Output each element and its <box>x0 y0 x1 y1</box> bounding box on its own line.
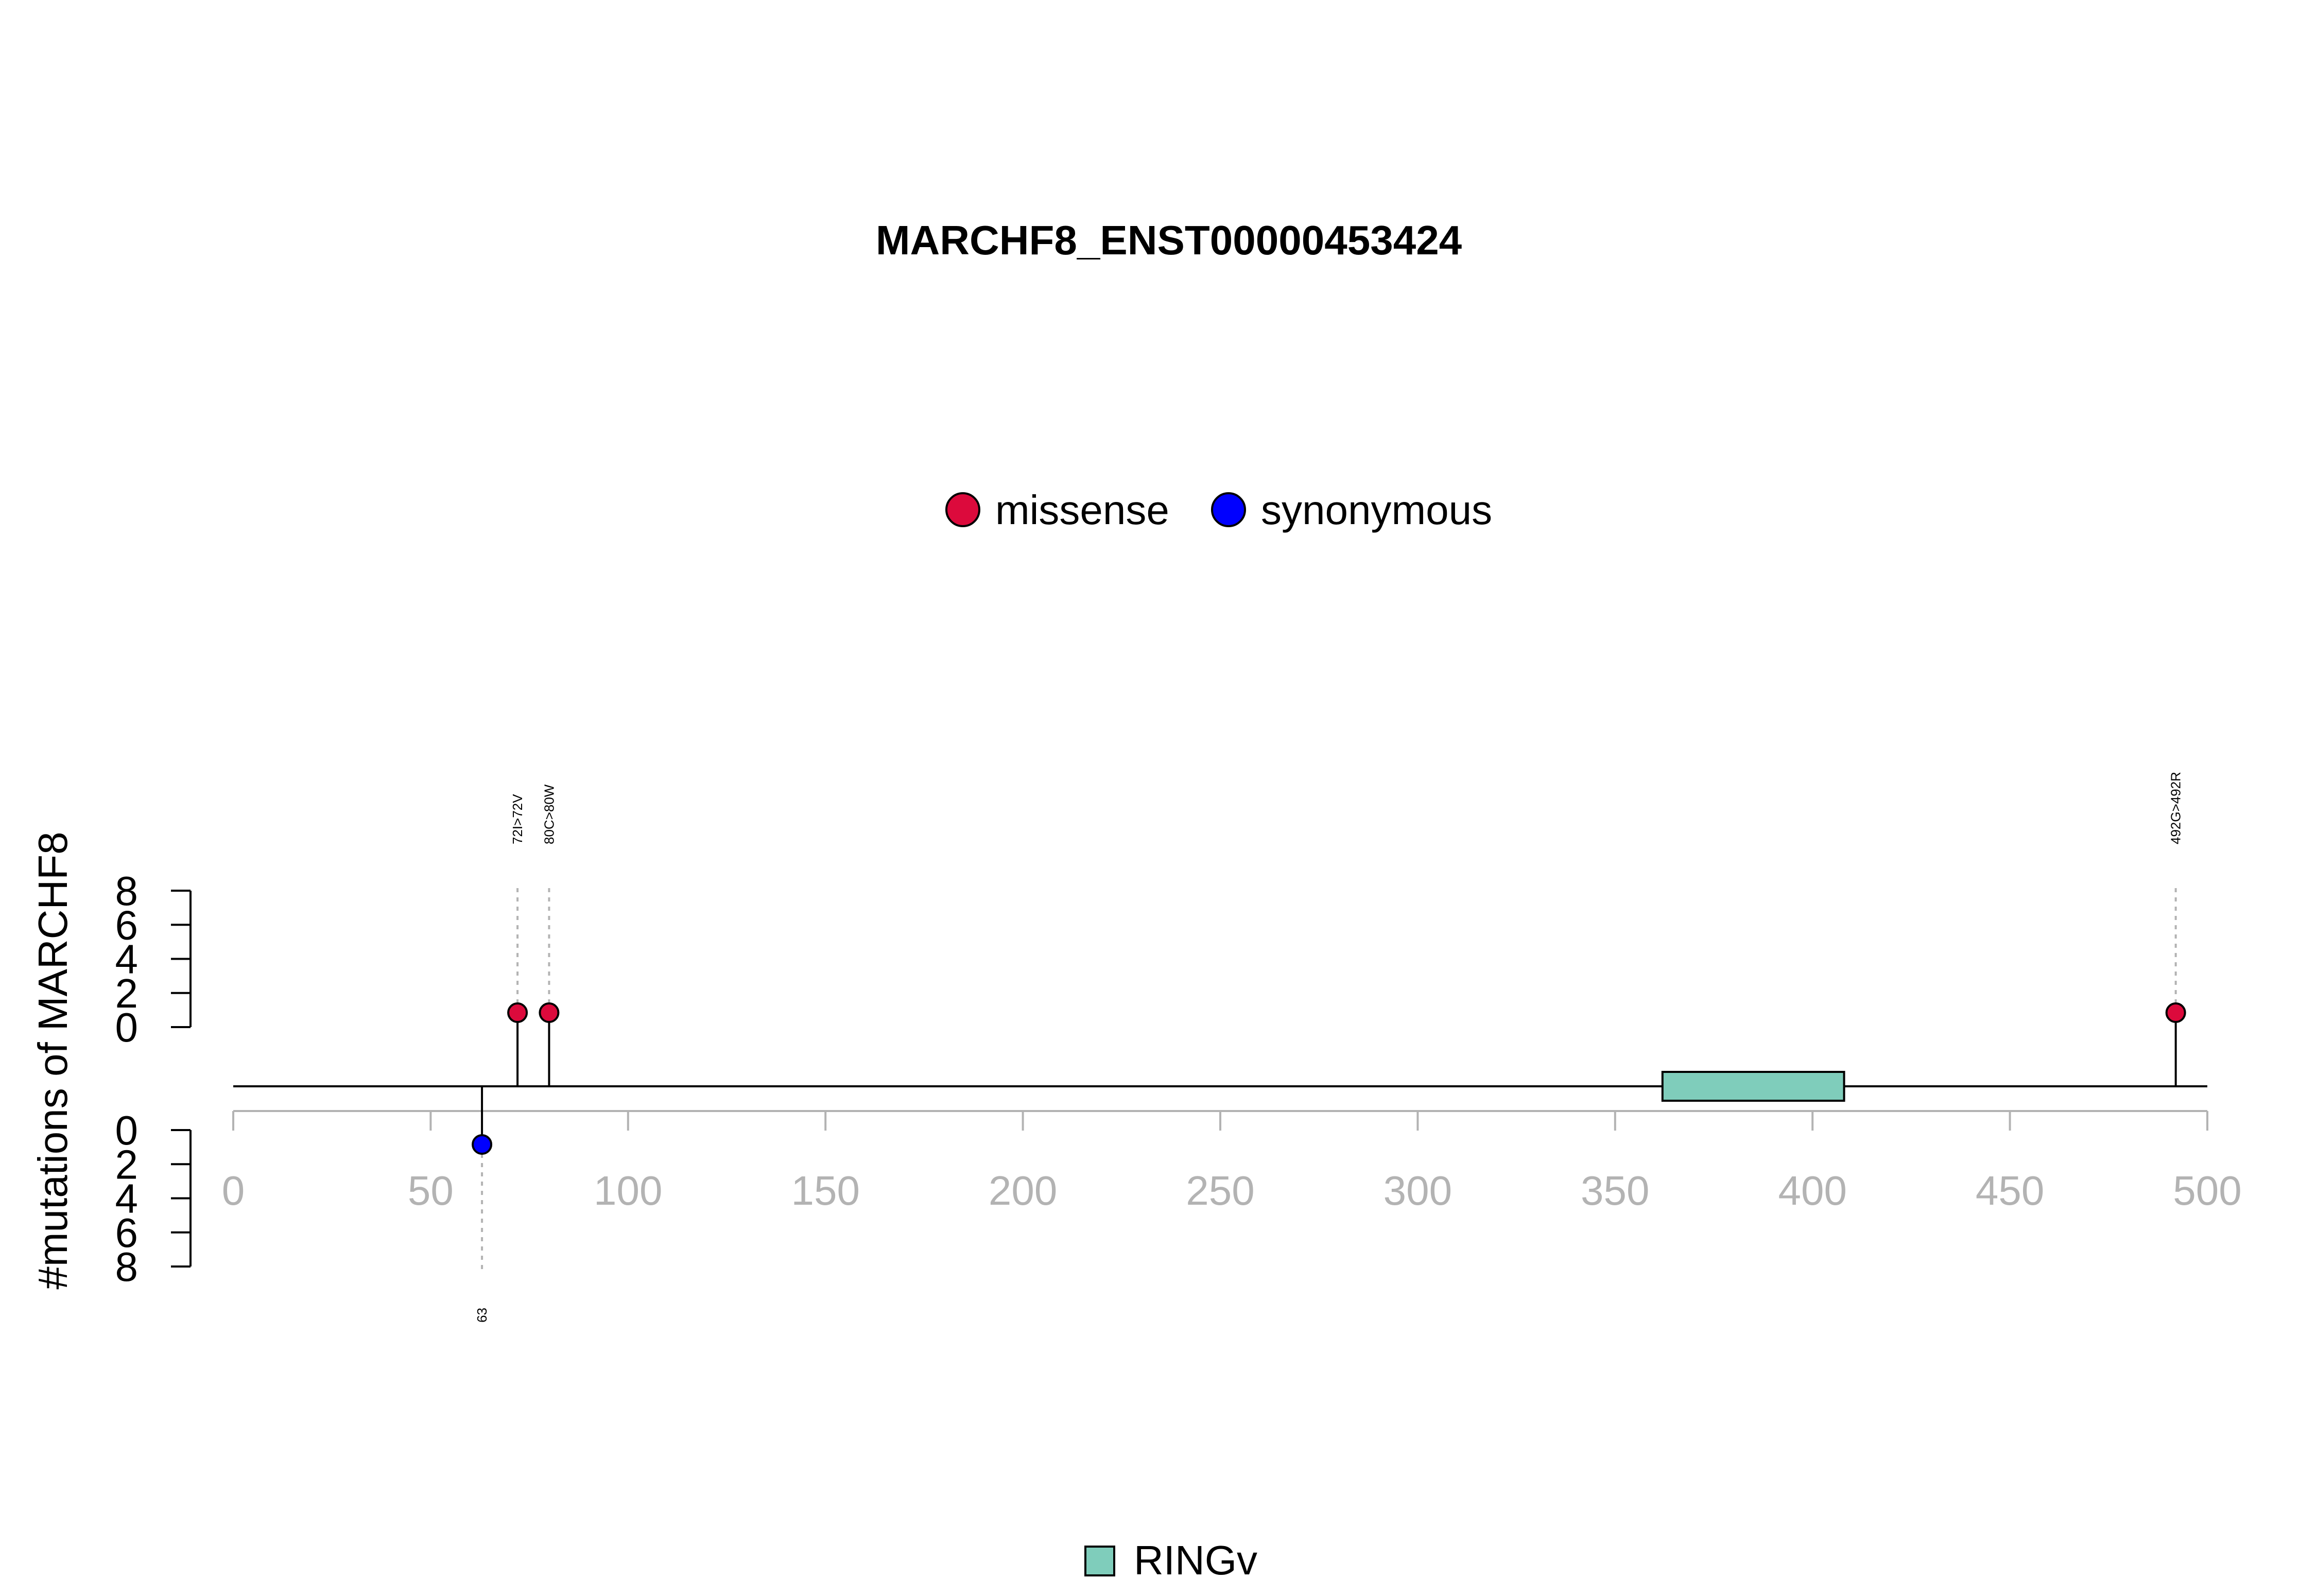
chart-title: MARCHF8_ENST00000453424 <box>876 217 1462 263</box>
x-tick-label: 300 <box>1384 1168 1452 1213</box>
x-tick-label: 50 <box>408 1168 454 1213</box>
x-tick-label: 100 <box>594 1168 662 1213</box>
x-tick-label: 450 <box>1976 1168 2044 1213</box>
mutation-point-missense <box>507 1002 528 1023</box>
domain-legend-swatch-ringv <box>1084 1546 1115 1576</box>
y-tick-label: 0 <box>115 1004 139 1050</box>
x-axis: 0 50 100 150 200 250 300 350 400 450 500 <box>222 1110 2242 1213</box>
legend-label-synonymous: synonymous <box>1261 487 1492 533</box>
mutation-legend: missense synonymous <box>945 487 1492 533</box>
x-tick-label: 350 <box>1581 1168 1649 1213</box>
mutation-label: 492G>492R <box>2168 772 2184 844</box>
mutation-label: 63 <box>474 1308 490 1323</box>
y-tick-label: 6 <box>115 1210 139 1256</box>
y-tick-label: 4 <box>115 1176 139 1222</box>
y-tick-label: 6 <box>115 902 139 948</box>
domains-layer <box>1661 1071 1845 1102</box>
y-tick-label: 8 <box>115 1244 139 1290</box>
y-tick-label: 8 <box>115 868 139 914</box>
legend-marker-missense <box>945 492 980 527</box>
domain-ringv <box>1661 1071 1845 1102</box>
x-tick-label: 0 <box>222 1168 245 1213</box>
x-tick-label: 150 <box>791 1168 859 1213</box>
x-tick-label: 500 <box>2173 1168 2241 1213</box>
mutation-point-missense <box>539 1002 560 1023</box>
x-tick-label: 400 <box>1778 1168 1846 1213</box>
y-tick-label: 2 <box>115 1141 139 1187</box>
mutation-point-missense <box>2165 1002 2186 1023</box>
y-tick-label: 0 <box>115 1107 139 1153</box>
x-tick-label: 200 <box>989 1168 1057 1213</box>
y-tick-label: 2 <box>115 970 139 1016</box>
y-axis-label: #mutations of MARCHF8 <box>30 831 76 1289</box>
mutation-point-synonymous <box>472 1134 493 1155</box>
mutations-layer: 72I>72V 80C>80W 492G>492R 63 <box>472 772 2186 1323</box>
domain-legend: RINGv <box>1084 1537 1257 1583</box>
y-tick-label: 4 <box>115 936 139 982</box>
x-tick-label: 250 <box>1186 1168 1254 1213</box>
domain-legend-label-ringv: RINGv <box>1134 1537 1257 1583</box>
mutation-label: 72I>72V <box>510 794 525 844</box>
legend-label-missense: missense <box>995 487 1169 533</box>
mutation-label: 80C>80W <box>541 784 557 844</box>
legend-marker-synonymous <box>1211 492 1246 527</box>
